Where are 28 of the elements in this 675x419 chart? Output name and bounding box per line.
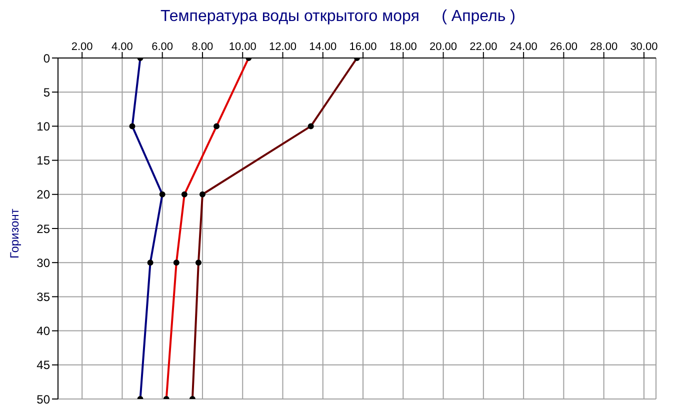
chart-title: Температура воды открытого моря ( Апрель ) <box>160 8 516 27</box>
x-tick-label: 6.00 <box>152 41 174 53</box>
x-tick-label: 28.00 <box>590 41 618 53</box>
x-tick-label: 10.00 <box>228 41 256 53</box>
y-tick-label: 45 <box>36 358 50 372</box>
x-tick-label: 16.00 <box>349 41 377 53</box>
x-tick-label: 22.00 <box>470 41 498 53</box>
y-tick-label: 20 <box>36 188 50 202</box>
y-tick-label: 35 <box>36 290 50 304</box>
y-tick-label: 10 <box>36 119 50 134</box>
y-axis-title: Горизонт <box>7 208 22 258</box>
y-tick-label: 0 <box>43 51 50 66</box>
x-tick-label: 4.00 <box>112 41 133 53</box>
x-tick-label: 8.00 <box>192 41 214 53</box>
x-tick-label: 20.00 <box>430 41 458 53</box>
y-tick-label: 25 <box>36 222 50 236</box>
y-tick-label: 50 <box>36 392 50 406</box>
y-tick-label: 40 <box>36 324 50 338</box>
x-tick-label: 30.00 <box>630 41 658 53</box>
x-tick-label: 14.00 <box>309 41 337 53</box>
x-tick-label: 24.00 <box>510 41 538 53</box>
y-tick-label: 5 <box>43 85 50 100</box>
y-tick-label: 15 <box>36 154 50 168</box>
y-tick-label: 30 <box>36 256 50 270</box>
x-tick-label: 12.00 <box>268 41 297 53</box>
x-tick-label: 2.00 <box>71 41 93 53</box>
x-tick-label: 18.00 <box>389 41 417 53</box>
x-tick-label: 26.00 <box>550 41 578 53</box>
